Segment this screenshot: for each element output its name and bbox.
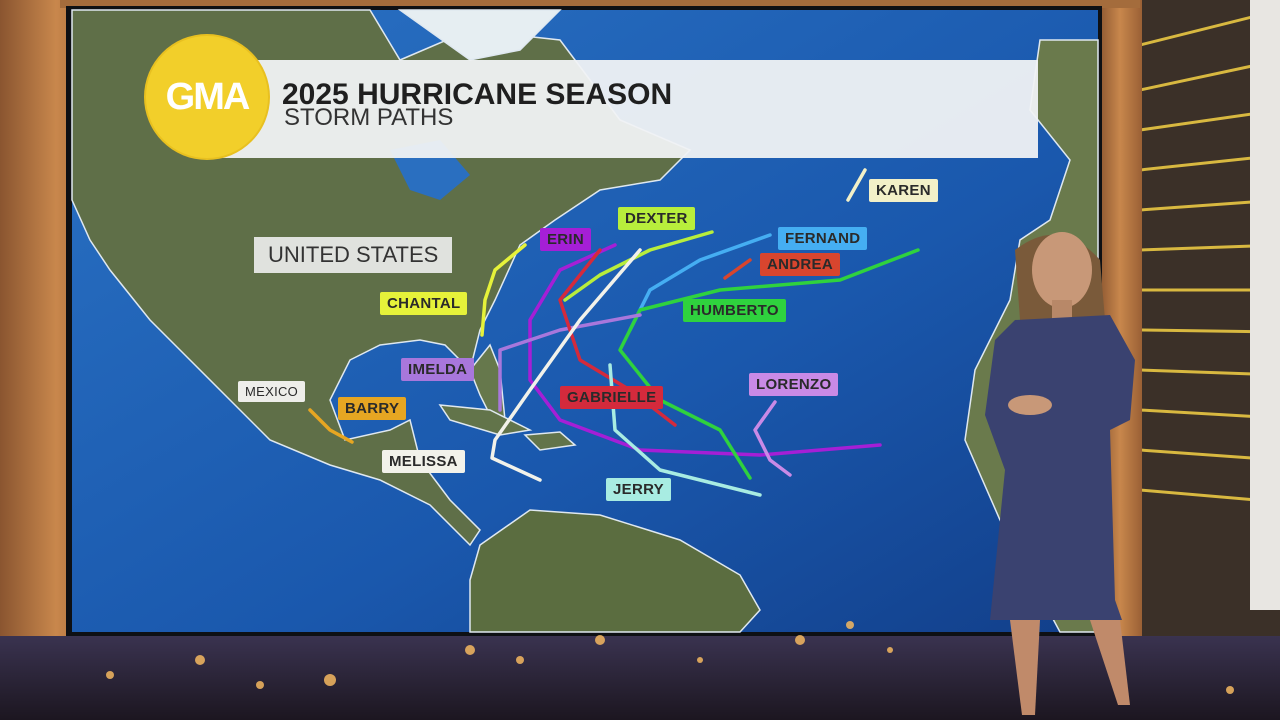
- hispaniola: [523, 431, 577, 451]
- floor-reflection-lights: [106, 621, 1234, 694]
- storm-path-andrea: [723, 258, 752, 280]
- storm-label-gabrielle: GABRIELLE: [560, 386, 664, 409]
- title-banner: [200, 60, 1038, 158]
- cuba: [438, 404, 533, 436]
- region-label-mexico: MEXICO: [238, 381, 306, 402]
- storm-label-melissa: MELISSA: [382, 450, 465, 473]
- storm-label-jerry: JERRY: [606, 478, 671, 501]
- storm-path-dexter: [563, 230, 714, 302]
- greenland: [397, 9, 562, 61]
- studio-floor: [0, 636, 1280, 720]
- storm-label-imelda: IMELDA: [401, 358, 475, 381]
- storm-path-humberto: [618, 248, 920, 480]
- storm-path-chantal: [480, 243, 527, 337]
- storm-path-karen: [846, 168, 867, 202]
- storm-label-karen: KAREN: [869, 179, 938, 202]
- storm-path-erin: [528, 243, 882, 457]
- region-label-united-states: UNITED STATES: [254, 237, 453, 273]
- storm-label-lorenzo: LORENZO: [749, 373, 839, 396]
- gma-logo: GMA: [146, 36, 268, 158]
- south-america: [469, 509, 761, 633]
- storm-label-fernand: FERNAND: [778, 227, 868, 250]
- storm-path-lorenzo: [753, 400, 792, 477]
- page-subtitle: STORM PATHS: [284, 104, 454, 131]
- storm-label-chantal: CHANTAL: [380, 292, 468, 315]
- storm-label-barry: BARRY: [338, 397, 407, 420]
- storm-path-barry: [308, 408, 354, 444]
- logo-text: GMA: [165, 75, 251, 118]
- storm-path-imelda: [498, 313, 642, 412]
- storm-label-humberto: HUMBERTO: [683, 299, 786, 322]
- presenter: [985, 232, 1135, 715]
- storm-path-melissa: [490, 248, 642, 482]
- storm-label-andrea: ANDREA: [760, 253, 840, 276]
- storm-label-erin: ERIN: [540, 228, 592, 251]
- page-title: 2025 HURRICANE SEASON: [282, 78, 673, 111]
- storm-label-dexter: DEXTER: [618, 207, 695, 230]
